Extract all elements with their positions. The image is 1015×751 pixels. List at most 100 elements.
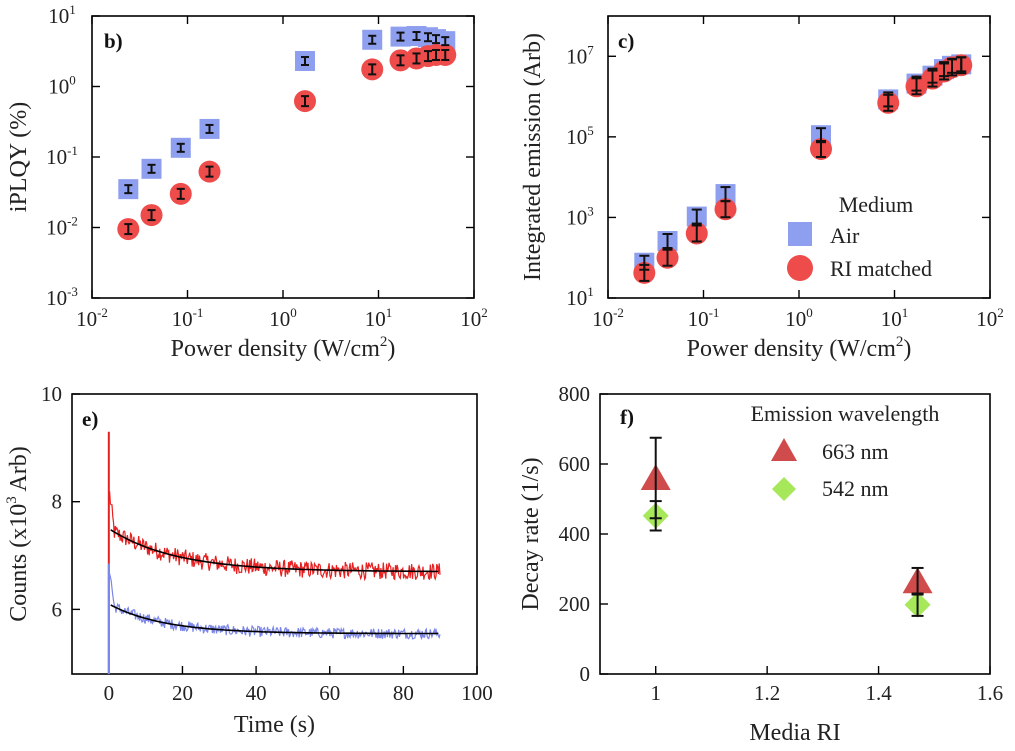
panel-label: b) bbox=[104, 29, 123, 53]
error-bar bbox=[431, 48, 440, 61]
y-tick-label: 8 bbox=[52, 490, 63, 514]
error-bar bbox=[412, 52, 421, 65]
error-bar bbox=[956, 56, 967, 75]
x-tick-label: 1.6 bbox=[977, 681, 1003, 705]
x-tick-label: 10-1 bbox=[688, 305, 720, 331]
legend-title: Emission wavelength bbox=[751, 401, 940, 426]
error-bar bbox=[720, 200, 731, 219]
error-bar bbox=[911, 77, 922, 96]
legend-label-542-nm: 542 nm bbox=[822, 476, 889, 501]
y-axis-label: Counts (x103 Arb) bbox=[4, 446, 32, 622]
x-tick-label: 100 bbox=[461, 681, 493, 705]
error-bar bbox=[441, 48, 450, 61]
panel-f-decay-rate-chart: 1 1.2 1.4 1.6 0 200 400 600 800 f) Emission wavele… bbox=[518, 382, 1003, 746]
error-bar bbox=[662, 248, 673, 267]
x-tick-label: 100 bbox=[785, 305, 813, 331]
fit-line bbox=[110, 604, 439, 635]
noisy-trace bbox=[109, 491, 441, 582]
plot-frame bbox=[599, 393, 991, 675]
legend-label-ri-matched: RI matched bbox=[830, 256, 932, 281]
error-bar bbox=[205, 165, 214, 178]
y-tick-label: 10 bbox=[41, 382, 62, 406]
error-bar bbox=[124, 223, 133, 236]
error-bar bbox=[639, 263, 650, 282]
y-tick-label: 0 bbox=[580, 662, 591, 686]
x-tick-label: 80 bbox=[393, 681, 414, 705]
error-bar bbox=[412, 31, 421, 42]
error-bar bbox=[816, 139, 827, 158]
y-tick-label: 105 bbox=[566, 123, 594, 149]
error-bar bbox=[147, 209, 156, 222]
plot-frame bbox=[71, 393, 478, 675]
x-tick-label: 101 bbox=[881, 305, 909, 331]
x-tick-label: 102 bbox=[976, 305, 1004, 331]
legend-swatch-542-nm bbox=[772, 477, 796, 501]
y-tick-label: 10-2 bbox=[46, 214, 78, 240]
y-tick-label: 101 bbox=[566, 284, 594, 310]
error-bar bbox=[431, 34, 440, 45]
y-axis-label: Integrated emission (Arb) bbox=[520, 33, 546, 281]
error-bar bbox=[176, 187, 185, 200]
error-bar bbox=[176, 142, 185, 153]
x-axis-label: Power density (W/cm2) bbox=[687, 334, 912, 362]
error-bar bbox=[124, 184, 133, 195]
y-tick-label: 100 bbox=[48, 73, 76, 99]
error-bar bbox=[301, 55, 310, 66]
noisy-trace bbox=[109, 573, 441, 641]
x-tick-label: 10-2 bbox=[76, 305, 108, 331]
x-tick-label: 20 bbox=[172, 681, 193, 705]
error-bar bbox=[883, 93, 894, 112]
legend-swatch-ri-matched bbox=[787, 255, 813, 281]
y-axis-label: iPLQY (%) bbox=[6, 102, 32, 212]
y-tick-label: 10-3 bbox=[46, 284, 78, 310]
x-tick-label: 101 bbox=[365, 305, 393, 331]
error-bar bbox=[424, 32, 433, 43]
x-tick-label: 100 bbox=[269, 305, 297, 331]
legend: Emission wavelength 663 nm 542 nm bbox=[751, 401, 940, 501]
x-tick-label: 102 bbox=[460, 305, 488, 331]
y-tick-label: 107 bbox=[566, 42, 594, 68]
error-bar bbox=[396, 54, 405, 67]
y-tick-label: 103 bbox=[566, 203, 594, 229]
panel-label: f) bbox=[620, 405, 634, 429]
error-bar bbox=[649, 500, 662, 532]
x-tick-label: 1 bbox=[650, 681, 661, 705]
error-bar bbox=[939, 62, 950, 81]
y-tick-label: 10-1 bbox=[46, 143, 78, 169]
legend-swatch-air bbox=[788, 222, 812, 246]
error-bar bbox=[662, 232, 673, 249]
panel-c-integrated-emission-chart: 10-2 10-1 100 101 102 101 103 105 107 c) Medium Air… bbox=[520, 15, 1004, 362]
error-bar bbox=[301, 95, 310, 108]
error-bar bbox=[147, 163, 156, 174]
x-tick-label: 60 bbox=[319, 681, 340, 705]
error-bar bbox=[927, 69, 938, 88]
x-tick-label: 1.2 bbox=[754, 681, 780, 705]
y-tick-label: 600 bbox=[559, 452, 591, 476]
x-tick-label: 40 bbox=[246, 681, 267, 705]
error-bar bbox=[911, 592, 924, 617]
x-axis-label: Power density (W/cm2) bbox=[171, 334, 396, 362]
x-axis-label: Time (s) bbox=[234, 712, 315, 738]
y-tick-label: 101 bbox=[48, 2, 76, 28]
x-tick-label: 10-1 bbox=[172, 305, 204, 331]
legend-title: Medium bbox=[839, 192, 914, 217]
error-bar bbox=[441, 36, 450, 47]
panel-label: e) bbox=[82, 407, 98, 431]
legend: Medium Air RI matched bbox=[787, 192, 932, 281]
error-bar bbox=[946, 58, 957, 77]
x-tick-label: 0 bbox=[104, 681, 115, 705]
error-bar bbox=[396, 31, 405, 42]
legend-label-air: Air bbox=[830, 223, 860, 248]
x-tick-label: 10-2 bbox=[592, 305, 624, 331]
x-tick-label: 1.4 bbox=[865, 681, 892, 705]
legend-label-663-nm: 663 nm bbox=[822, 439, 889, 464]
error-bar bbox=[424, 50, 433, 63]
x-axis-label: Media RI bbox=[749, 720, 840, 746]
error-bar bbox=[368, 63, 377, 76]
y-tick-label: 800 bbox=[559, 382, 591, 406]
error-bar bbox=[691, 208, 702, 225]
error-bar bbox=[691, 224, 702, 243]
error-bar bbox=[368, 34, 377, 45]
fit-line bbox=[110, 529, 439, 573]
